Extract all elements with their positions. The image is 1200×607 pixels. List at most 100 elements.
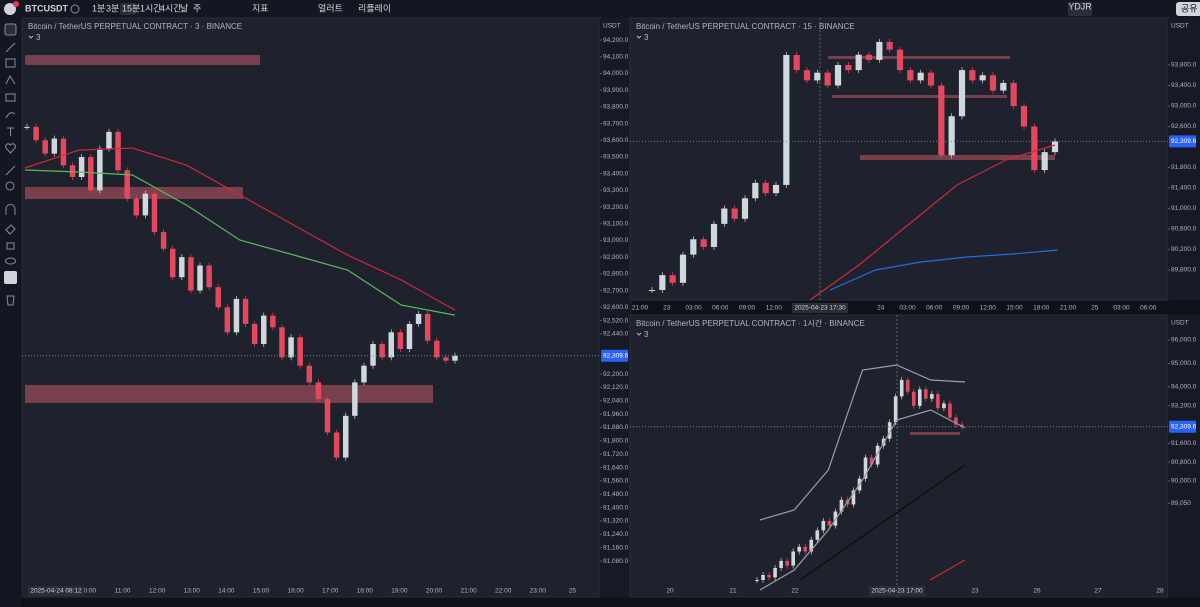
y-tick-label: 94,200.0 [603, 37, 629, 44]
interval-button[interactable]: 1분 [92, 3, 105, 13]
avatar[interactable] [4, 3, 16, 15]
x-tick-label: 09:00 [739, 305, 756, 312]
candle [342, 415, 349, 458]
price-axis [600, 18, 632, 597]
last-price-label: 92,309.6 [1171, 423, 1197, 430]
candle [452, 355, 458, 361]
visibility-tool[interactable] [5, 257, 16, 265]
y-tick-label: 93,500.0 [603, 154, 629, 161]
sidebar [0, 18, 21, 607]
y-tick-label: 90,800.0 [1171, 459, 1197, 466]
candle [24, 126, 30, 128]
x-tick-label: 06:00 [712, 305, 729, 312]
interval-button[interactable]: 날 [180, 3, 188, 13]
alerts-button[interactable]: 얼러트 [318, 3, 343, 13]
interval-button[interactable]: 3분 [106, 3, 119, 13]
candle [875, 445, 880, 465]
indicator-toggle[interactable]: 3 [644, 33, 649, 42]
interval-button[interactable]: 4시간 [160, 3, 182, 13]
candle [78, 156, 85, 177]
indicators-button[interactable]: 지표 [252, 3, 269, 13]
y-tick-label: 89,800.0 [1171, 267, 1197, 274]
last-price-box [1169, 135, 1196, 148]
candle [907, 70, 914, 81]
interval-button[interactable]: 1시간 [140, 3, 162, 13]
y-tick-label: 93,400.0 [1171, 82, 1197, 89]
zone-box [832, 95, 1007, 98]
currency-label: USDT [603, 23, 621, 30]
pattern-tool[interactable] [5, 74, 16, 85]
y-tick-label: 91,000.0 [1171, 205, 1197, 212]
text-tool[interactable] [7, 127, 14, 136]
candle [443, 357, 449, 361]
candle [905, 379, 910, 392]
x-tick-label: 11:00 [115, 588, 131, 595]
cursor-tool[interactable] [4, 23, 17, 36]
candle [415, 313, 422, 324]
candle [824, 72, 831, 86]
candle [924, 389, 928, 399]
zone-box [25, 385, 433, 403]
candle [803, 70, 811, 81]
candle [797, 546, 802, 552]
candle [1000, 82, 1007, 91]
y-tick-label: 94,100.0 [603, 53, 629, 60]
projection-tool[interactable] [5, 93, 16, 102]
ruler-tool[interactable] [5, 165, 16, 176]
y-tick-label: 96,000.0 [1171, 337, 1197, 344]
zone-box [828, 56, 1010, 59]
delete-tool[interactable] [6, 295, 15, 306]
compare-button[interactable] [70, 4, 80, 14]
y-tick-label: 91,160.0 [603, 544, 629, 551]
zoom-tool[interactable] [5, 181, 15, 191]
draw-mode-tool[interactable] [5, 224, 16, 235]
chevron [636, 35, 642, 39]
y-tick-label: 91,800.0 [1171, 164, 1197, 171]
user-box[interactable] [1068, 2, 1092, 16]
fib-tool[interactable] [5, 58, 16, 68]
brush-tool[interactable] [5, 112, 16, 119]
symbol[interactable]: BTCUSDT [25, 3, 68, 13]
candle [767, 575, 771, 578]
candle [51, 138, 58, 154]
x-tick-label: 18:00 [1033, 305, 1050, 312]
candle [1020, 106, 1028, 127]
candle [927, 72, 935, 86]
candle [954, 417, 958, 425]
y-tick-label: 91,640.0 [603, 464, 629, 471]
candle [397, 332, 404, 350]
candle [406, 323, 413, 350]
x-tick-label: 06:00 [926, 305, 943, 312]
replay-button[interactable]: 리플레이 [358, 3, 391, 13]
moving-average [24, 147, 456, 311]
candle [752, 182, 759, 199]
x-tick-label: 22:00 [495, 588, 512, 595]
interval-active [120, 3, 136, 15]
magnet-tool[interactable] [5, 204, 16, 215]
moving-average [829, 249, 1059, 291]
candle [679, 254, 687, 283]
y-tick-label: 92,520.0 [603, 317, 629, 324]
candle [834, 65, 842, 86]
trendline-tool[interactable] [5, 42, 16, 53]
candle [741, 198, 749, 219]
candle [762, 182, 769, 194]
interval-button[interactable]: 주 [193, 3, 201, 13]
candle [333, 432, 340, 458]
x-tick-label: 10:00 [80, 588, 97, 595]
candle [1041, 152, 1048, 171]
price-axis [1168, 315, 1200, 597]
link-tool[interactable] [4, 271, 17, 284]
share-button[interactable]: 공유 [1181, 3, 1198, 13]
indicator-toggle[interactable]: 3 [644, 330, 649, 339]
lock-tool[interactable] [6, 242, 15, 250]
chart-panel: 96,000.0 95,000.0 94,000.0 93,200.0 91,600.0… [629, 314, 1200, 598]
icon-tool[interactable] [5, 143, 16, 154]
interval-button[interactable]: 15분 [122, 3, 140, 13]
share-box[interactable] [1176, 2, 1200, 16]
indicator-toggle[interactable]: 3 [36, 33, 41, 42]
user-name[interactable]: YDJR [1068, 1, 1092, 11]
candle [160, 232, 167, 249]
candle [969, 70, 976, 81]
candle [33, 126, 39, 141]
